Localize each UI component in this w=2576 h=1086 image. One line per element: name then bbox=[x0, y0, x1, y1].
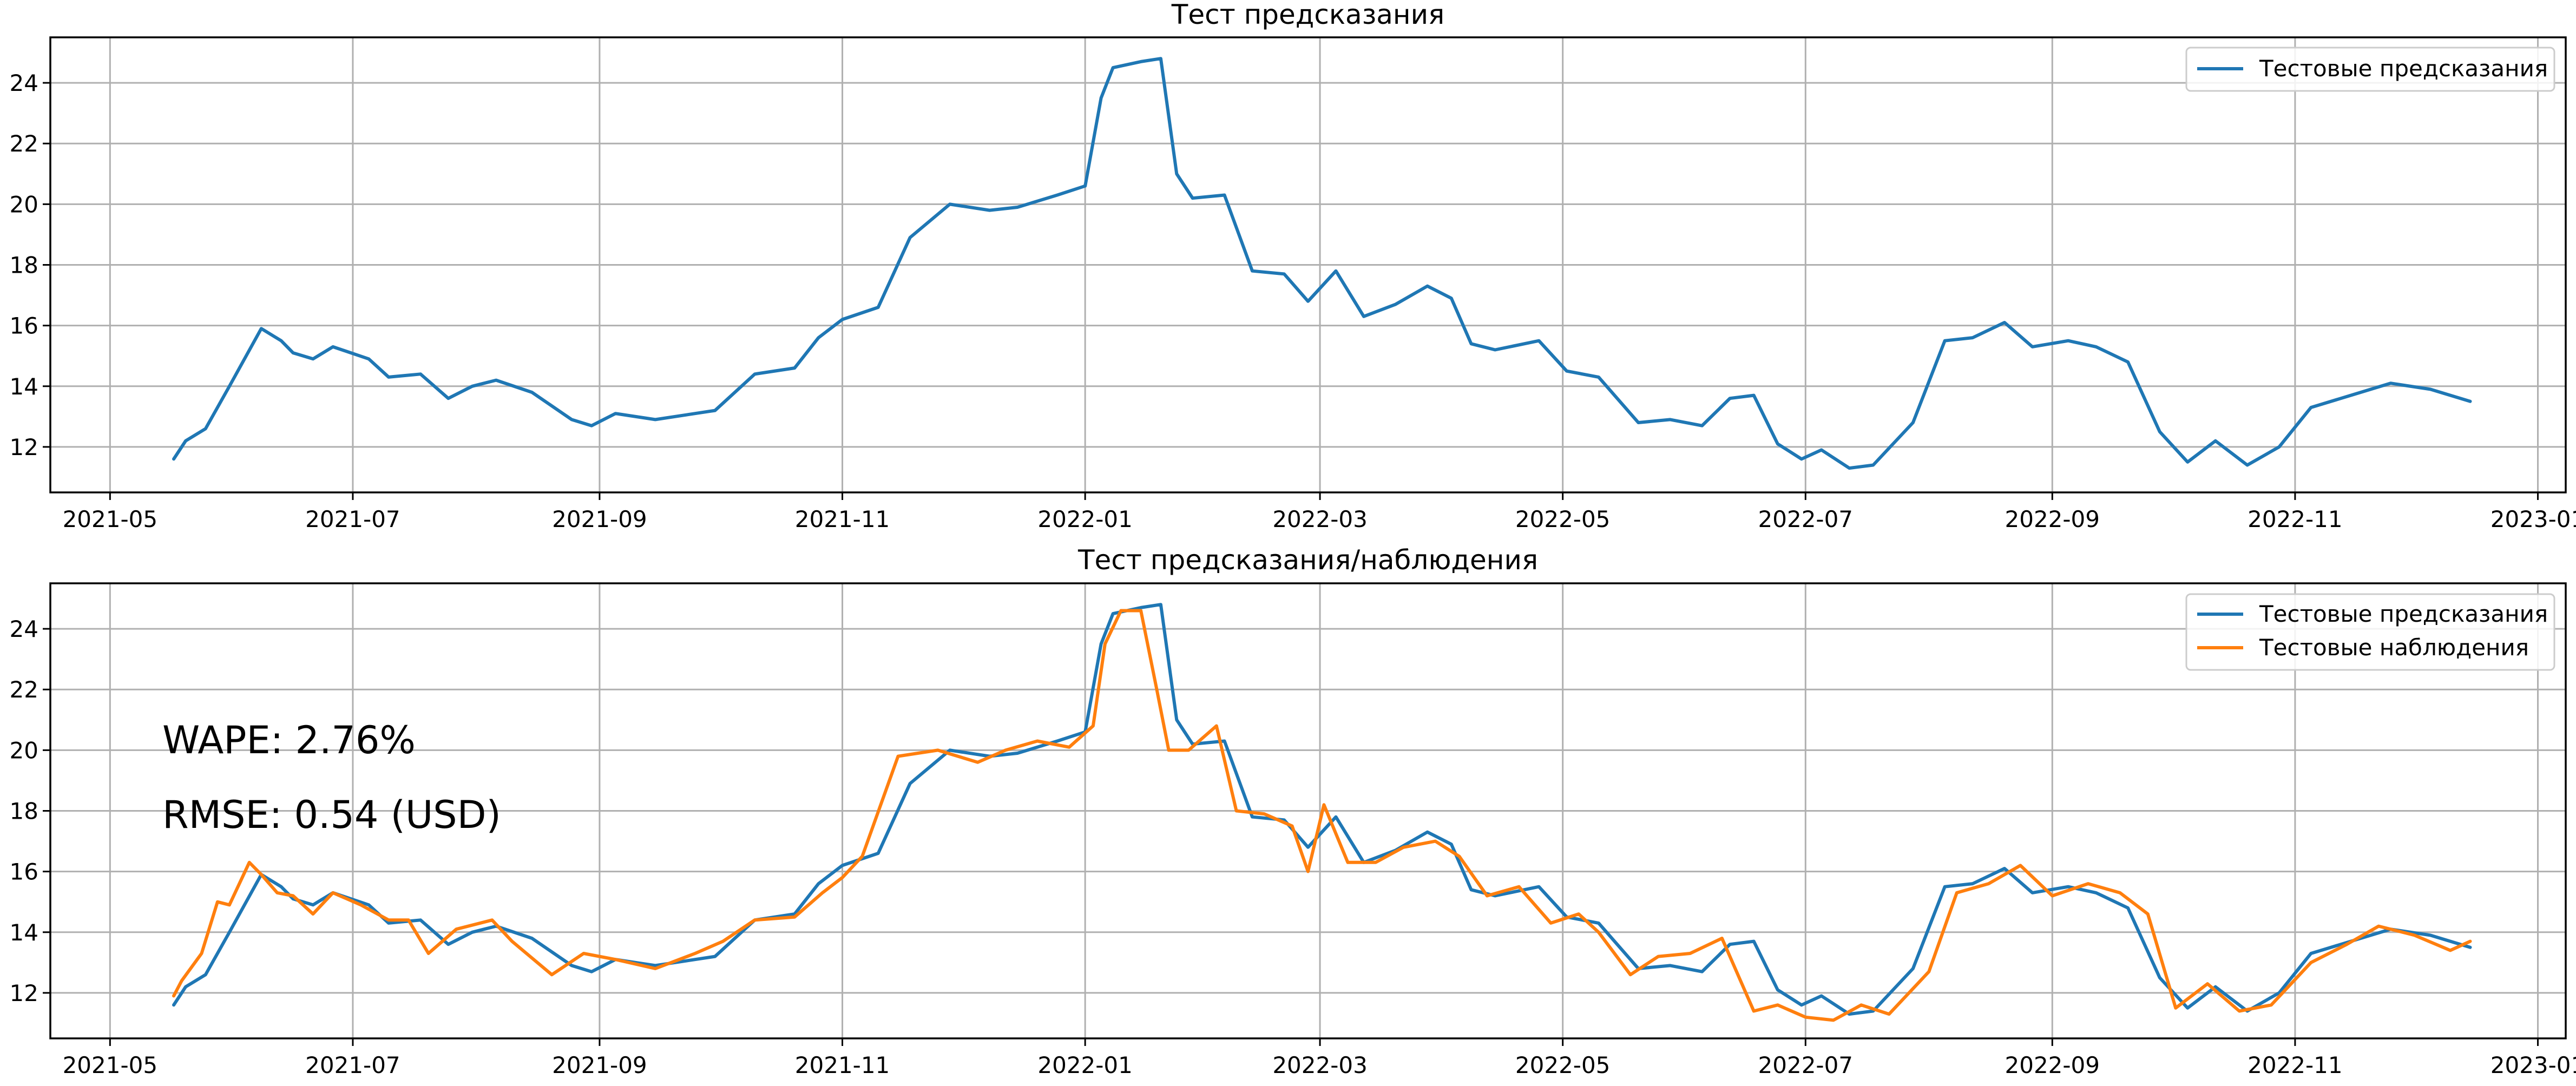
y-tick-label: 22 bbox=[10, 676, 38, 703]
predicted-series-line bbox=[172, 603, 2472, 1016]
top-chart-legend: Тестовые предсказания bbox=[2185, 47, 2555, 92]
top-chart-ticks: 2021-05 2021-07 2021-09 2021-11 2022-01 2022-… bbox=[10, 70, 2576, 532]
wape-annotation: WAPE: 2.76% bbox=[162, 718, 416, 762]
x-tick-label: 2022-03 bbox=[1272, 506, 1368, 532]
observed-series-line bbox=[172, 609, 2472, 1022]
bottom-chart-grid bbox=[50, 583, 2566, 1038]
bottom-legend-label-predicted: Тестовые предсказания bbox=[2259, 601, 2548, 627]
y-tick-label: 24 bbox=[10, 70, 38, 96]
y-tick-label: 16 bbox=[10, 859, 38, 885]
top-legend-box bbox=[2185, 47, 2555, 92]
y-tick-label: 14 bbox=[10, 373, 38, 400]
x-tick-label: 2021-05 bbox=[63, 506, 158, 532]
y-tick-label: 24 bbox=[10, 616, 38, 642]
bottom-chart-title: Тест предсказания/наблюдения bbox=[1077, 544, 1538, 576]
y-tick-label: 12 bbox=[10, 980, 38, 1006]
x-tick-label: 2021-11 bbox=[795, 506, 890, 532]
bottom-chart: Тест предсказания/наблюдения 2021-05 2021… bbox=[10, 544, 2576, 1078]
x-tick-label: 2022-01 bbox=[1037, 506, 1133, 532]
bottom-legend-label-observed: Тестовые наблюдения bbox=[2259, 634, 2529, 661]
rmse-annotation: RMSE: 0.54 (USD) bbox=[162, 793, 501, 837]
top-chart: Тест предсказания 2021-05 2021-07 2021-09 2… bbox=[10, 0, 2576, 532]
x-tick-label: 2021-07 bbox=[305, 1052, 400, 1078]
x-tick-label: 2022-01 bbox=[1037, 1052, 1133, 1078]
x-tick-label: 2021-11 bbox=[795, 1052, 890, 1078]
x-tick-label: 2022-11 bbox=[2248, 1052, 2343, 1078]
bottom-chart-frame bbox=[49, 582, 2567, 1039]
x-tick-label: 2023-01 bbox=[2490, 1052, 2576, 1078]
bottom-chart-series bbox=[172, 603, 2472, 1022]
x-tick-label: 2022-03 bbox=[1272, 1052, 1368, 1078]
x-tick-label: 2022-09 bbox=[2005, 1052, 2100, 1078]
x-tick-label: 2022-05 bbox=[1515, 1052, 1611, 1078]
top-legend-label-predicted: Тестовые предсказания bbox=[2259, 55, 2548, 82]
y-tick-label: 16 bbox=[10, 313, 38, 339]
x-tick-label: 2022-05 bbox=[1515, 506, 1611, 532]
predicted-series-line bbox=[172, 57, 2472, 470]
x-tick-label: 2022-07 bbox=[1758, 1052, 1854, 1078]
x-tick-label: 2022-09 bbox=[2005, 506, 2100, 532]
x-tick-label: 2022-11 bbox=[2248, 506, 2343, 532]
x-tick-label: 2021-09 bbox=[552, 1052, 647, 1078]
x-tick-label: 2022-07 bbox=[1758, 506, 1854, 532]
x-tick-label: 2021-09 bbox=[552, 506, 647, 532]
bottom-chart-legend: Тестовые предсказания Тестовые наблюдени… bbox=[2185, 593, 2555, 671]
x-tick-label: 2023-01 bbox=[2490, 506, 2576, 532]
y-tick-label: 20 bbox=[10, 191, 38, 218]
y-tick-label: 18 bbox=[10, 252, 38, 279]
y-tick-label: 22 bbox=[10, 130, 38, 157]
top-chart-frame bbox=[49, 36, 2567, 493]
bottom-legend-box bbox=[2185, 593, 2555, 671]
y-tick-label: 18 bbox=[10, 798, 38, 825]
x-tick-label: 2021-07 bbox=[305, 506, 400, 532]
y-tick-label: 14 bbox=[10, 919, 38, 946]
y-tick-label: 12 bbox=[10, 434, 38, 460]
top-chart-series bbox=[172, 57, 2472, 470]
y-tick-label: 20 bbox=[10, 737, 38, 764]
x-tick-label: 2021-05 bbox=[63, 1052, 158, 1078]
bottom-chart-ticks: 2021-05 2021-07 2021-09 2021-11 2022-01 2022-… bbox=[10, 616, 2576, 1078]
top-chart-title: Тест предсказания bbox=[1171, 0, 1444, 30]
